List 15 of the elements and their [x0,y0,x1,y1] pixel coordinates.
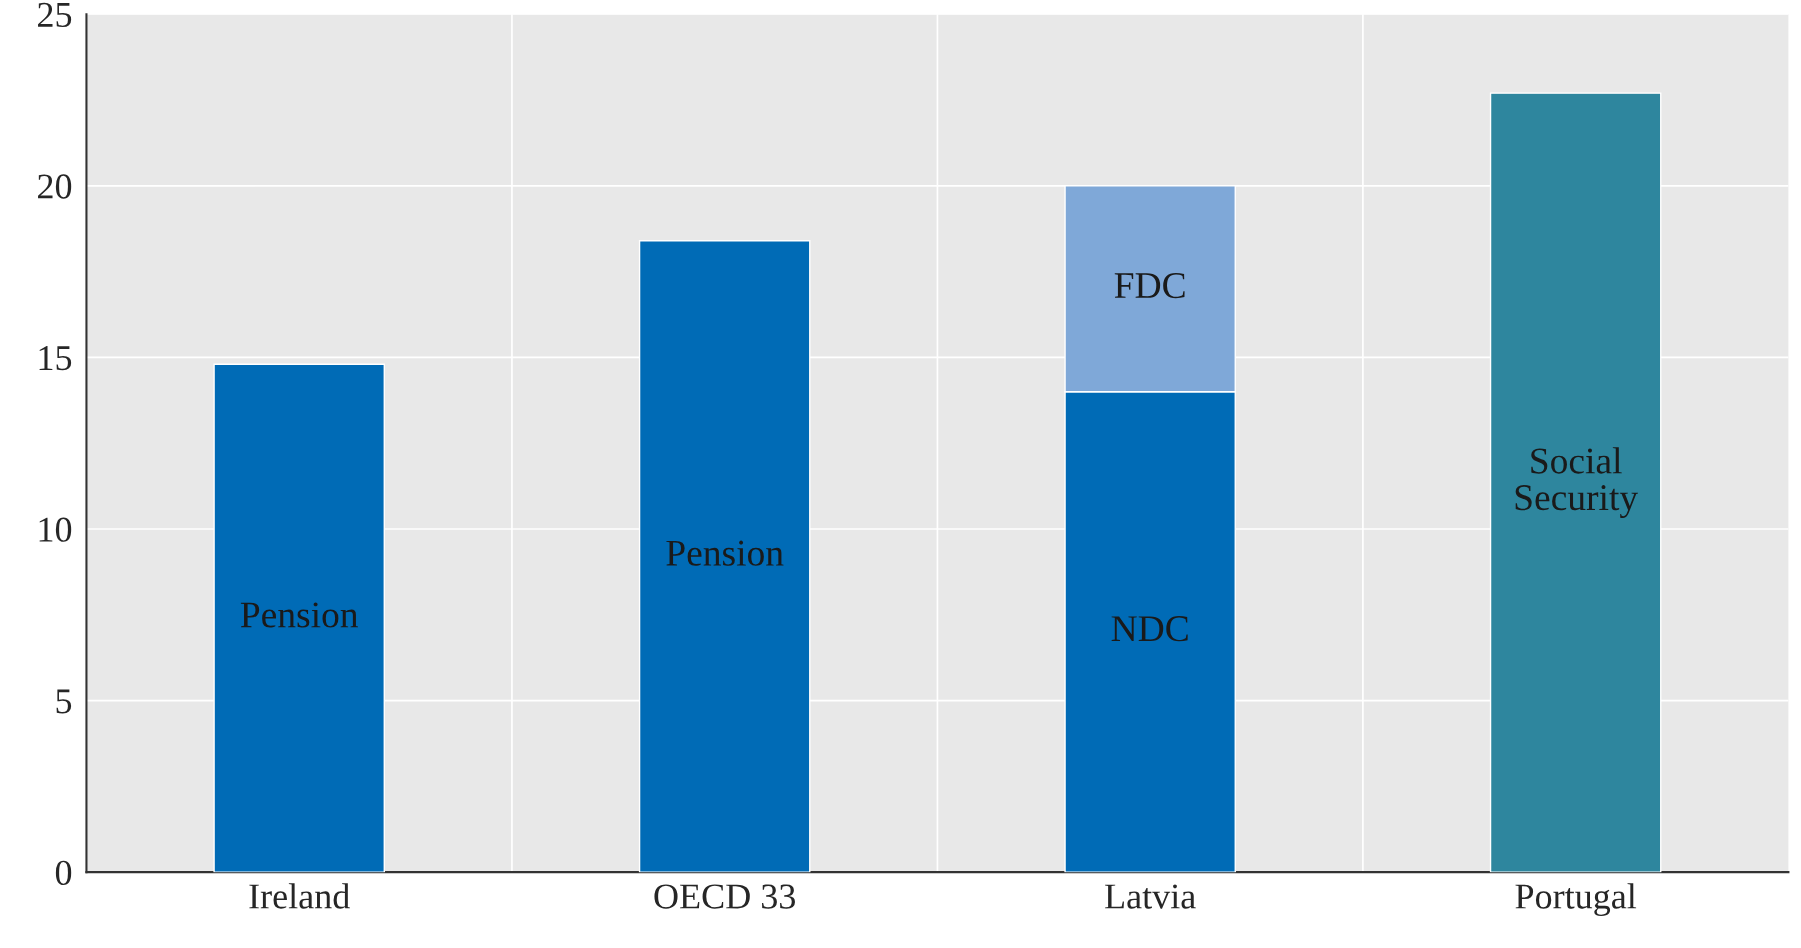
x-tick-label: Latvia [1105,884,1196,909]
series-label: NDC [1111,616,1188,642]
series-label: FDC [1114,272,1185,299]
text: Pension [240,602,358,628]
x-tick-label: Ireland [249,883,350,909]
y-tick-label: 15 [39,346,72,371]
x-tick-label: OECD 33 [654,884,795,909]
y-tick-label: 0 [55,860,72,886]
y-tick-label: 10 [39,517,72,542]
y-tick-label: 5 [56,689,72,714]
y-tick-label: 20 [38,174,72,199]
x-tick-label: Portugal [1515,883,1637,917]
series-label: Social Security [1515,447,1638,519]
series-label: Pension [666,540,784,566]
y-tick-label: 25 [38,2,72,28]
